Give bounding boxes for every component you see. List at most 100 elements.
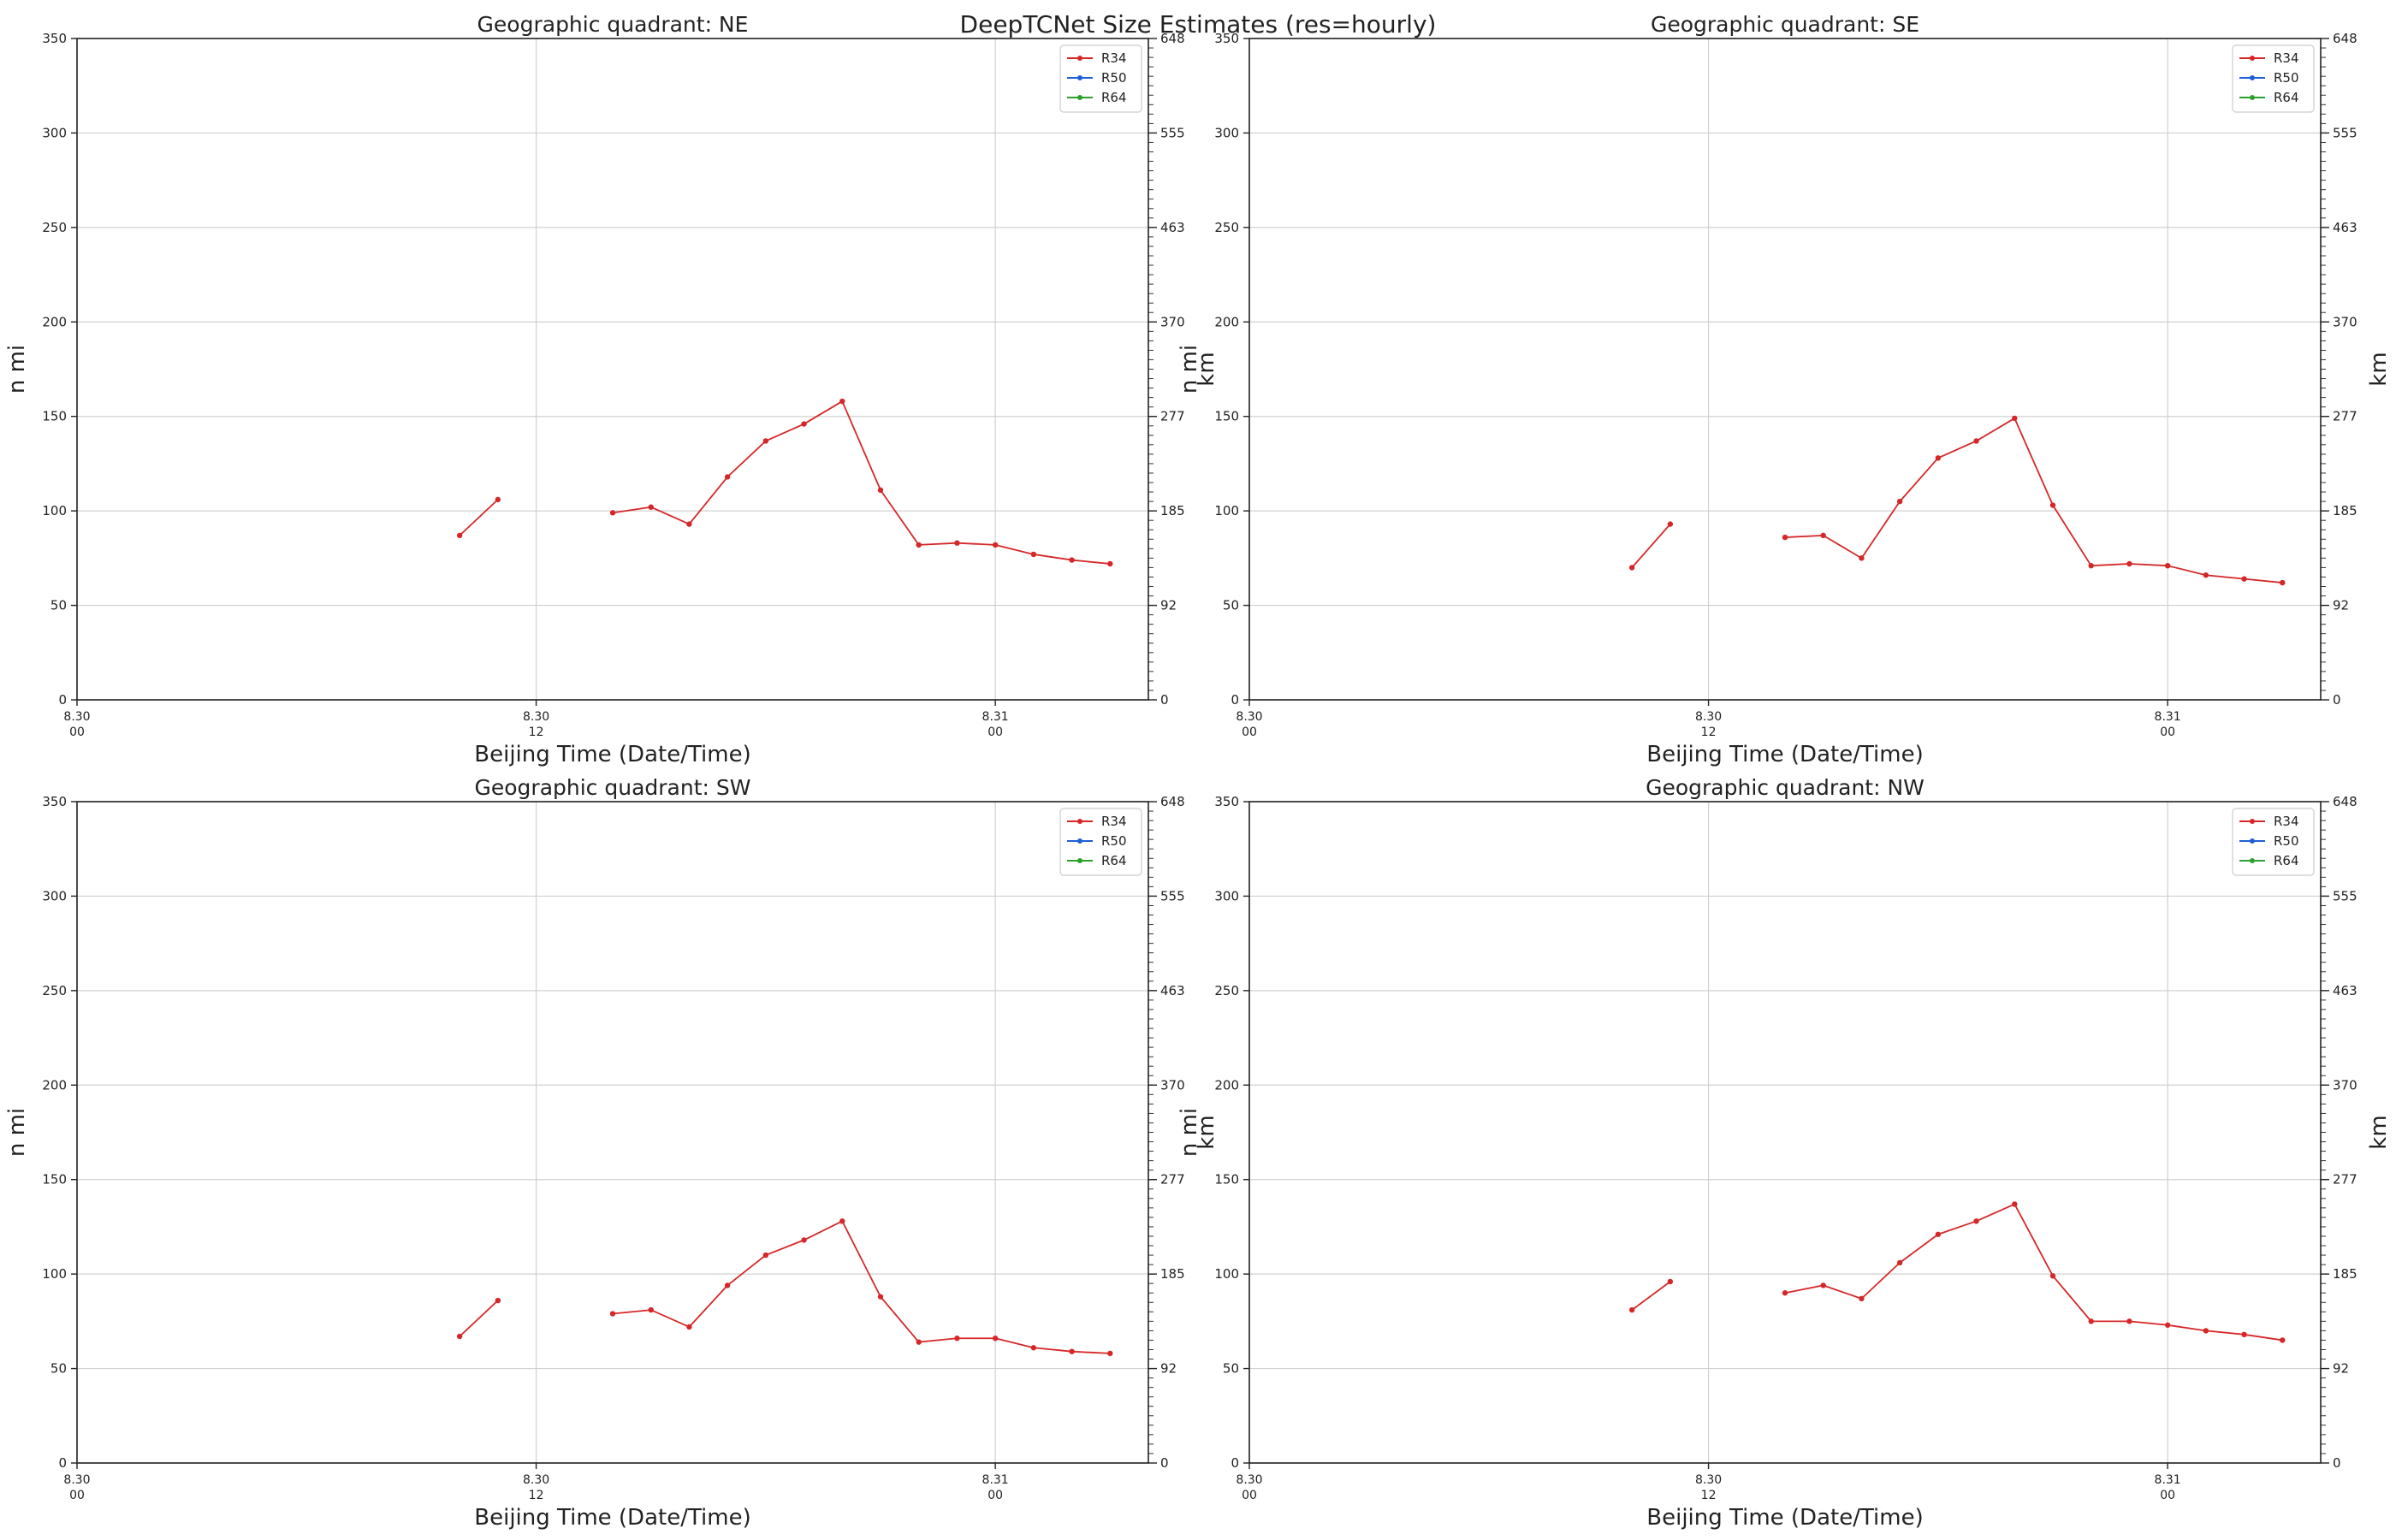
data-point-r34 — [495, 496, 501, 503]
x-tick-label: 8.30 — [63, 710, 90, 724]
data-point-r34 — [1820, 1282, 1826, 1288]
y-tick-right-label: 463 — [2333, 220, 2357, 235]
legend-label: R64 — [2274, 90, 2299, 105]
y-axis-label-right: km — [1194, 1115, 1219, 1149]
data-point-r34 — [1667, 521, 1674, 527]
data-point-r34 — [495, 1297, 501, 1304]
y-tick-label: 350 — [42, 794, 67, 809]
x-tick-label: 8.31 — [2155, 710, 2181, 724]
y-tick-right-label: 648 — [2333, 794, 2357, 809]
legend-marker — [1077, 819, 1082, 824]
y-tick-right-label: 648 — [2333, 31, 2357, 46]
y-tick-label: 0 — [58, 1455, 67, 1471]
x-tick-label: 8.30 — [523, 1473, 549, 1487]
y-tick-label: 150 — [1214, 1172, 1239, 1188]
x-tick-label: 12 — [529, 1489, 544, 1502]
subplot-title: Geographic quadrant: NW — [1646, 775, 1925, 800]
x-tick-label: 00 — [1242, 1489, 1257, 1502]
y-tick-right-label: 0 — [2333, 692, 2341, 708]
data-point-r34 — [1030, 1345, 1037, 1351]
x-tick-label: 00 — [69, 726, 85, 739]
data-point-r34 — [762, 438, 769, 444]
legend-marker — [1077, 75, 1082, 80]
data-point-r34 — [1628, 565, 1635, 571]
data-point-r34 — [2203, 572, 2209, 578]
data-point-r34 — [1628, 1306, 1635, 1313]
data-point-r34 — [2241, 576, 2247, 582]
y-tick-right-label: 370 — [2333, 314, 2357, 329]
series-line-r34 — [1784, 418, 2283, 583]
data-point-r34 — [1069, 557, 1075, 563]
y-tick-label: 300 — [1214, 125, 1239, 140]
y-axis-label-right: km — [2366, 352, 2392, 386]
y-tick-right-label: 277 — [1160, 409, 1185, 424]
plot-frame — [76, 38, 1149, 701]
y-tick-label: 50 — [50, 598, 67, 613]
data-point-r34 — [1667, 1278, 1674, 1285]
y-tick-right-label: 0 — [1160, 1455, 1169, 1471]
y-axis-label: n mi — [1177, 345, 1202, 394]
legend-marker — [1077, 838, 1082, 844]
y-tick-label: 150 — [42, 409, 67, 424]
data-point-r34 — [1069, 1348, 1075, 1354]
y-tick-label: 100 — [1214, 503, 1239, 518]
plot-frame — [1248, 38, 2322, 701]
data-point-r34 — [1973, 438, 1979, 444]
y-tick-label: 200 — [42, 314, 67, 329]
subplot-title: Geographic quadrant: SE — [1651, 12, 1919, 37]
data-point-r34 — [2241, 1331, 2247, 1338]
legend-marker — [2250, 95, 2255, 100]
data-point-r34 — [801, 421, 807, 427]
x-axis-label: Beijing Time (Date/Time) — [474, 742, 750, 767]
data-point-r34 — [2088, 1318, 2094, 1324]
x-tick-label: 8.30 — [1236, 710, 1262, 724]
legend-marker — [2250, 819, 2255, 824]
data-point-r34 — [2012, 415, 2018, 422]
data-point-r34 — [1935, 455, 1942, 461]
y-tick-label: 100 — [42, 1266, 67, 1282]
data-point-r34 — [1107, 1350, 1113, 1357]
y-tick-right-label: 648 — [1160, 31, 1185, 46]
series-line-r34 — [1631, 524, 1671, 568]
legend-marker — [2250, 75, 2255, 80]
data-point-r34 — [686, 1324, 692, 1330]
y-tick-right-label: 185 — [1160, 1266, 1185, 1282]
y-tick-right-label: 370 — [1160, 314, 1185, 329]
y-tick-label: 100 — [42, 503, 67, 518]
x-tick-label: 00 — [69, 1489, 85, 1502]
legend: R34 R50 R64 — [2232, 44, 2315, 113]
y-tick-label: 350 — [1214, 794, 1239, 809]
data-point-r34 — [2088, 562, 2094, 569]
legend-label: R50 — [1101, 833, 1127, 849]
y-tick-right-label: 92 — [2333, 598, 2349, 613]
legend-marker — [1077, 858, 1082, 863]
data-point-r34 — [954, 1336, 960, 1342]
y-tick-right-label: 185 — [1160, 503, 1185, 518]
legend-label: R34 — [1101, 50, 1127, 66]
data-point-r34 — [686, 521, 692, 527]
legend: R34 R50 R64 — [2232, 808, 2315, 876]
data-point-r34 — [1859, 555, 1865, 561]
data-point-r34 — [839, 398, 845, 405]
data-point-r34 — [762, 1252, 769, 1259]
y-tick-label: 300 — [1214, 888, 1239, 903]
y-tick-right-label: 463 — [1160, 220, 1185, 235]
data-point-r34 — [1896, 498, 1903, 505]
y-tick-label: 150 — [1214, 409, 1239, 424]
series-line-r34 — [459, 499, 499, 536]
series-line-r34 — [1784, 1203, 2283, 1342]
data-point-r34 — [1030, 551, 1037, 558]
data-point-r34 — [1896, 1259, 1903, 1266]
data-point-r34 — [992, 1336, 999, 1342]
plot-frame — [76, 801, 1149, 1464]
y-tick-right-label: 555 — [2333, 888, 2357, 903]
legend-label: R34 — [2274, 50, 2299, 66]
series-line-r34 — [1631, 1281, 1671, 1311]
legend-label: R50 — [2274, 70, 2299, 86]
x-tick-label: 8.30 — [1695, 710, 1722, 724]
x-axis-label: Beijing Time (Date/Time) — [1646, 742, 1923, 767]
x-tick-label: 12 — [1701, 1489, 1717, 1502]
y-tick-label: 200 — [1214, 1077, 1239, 1093]
